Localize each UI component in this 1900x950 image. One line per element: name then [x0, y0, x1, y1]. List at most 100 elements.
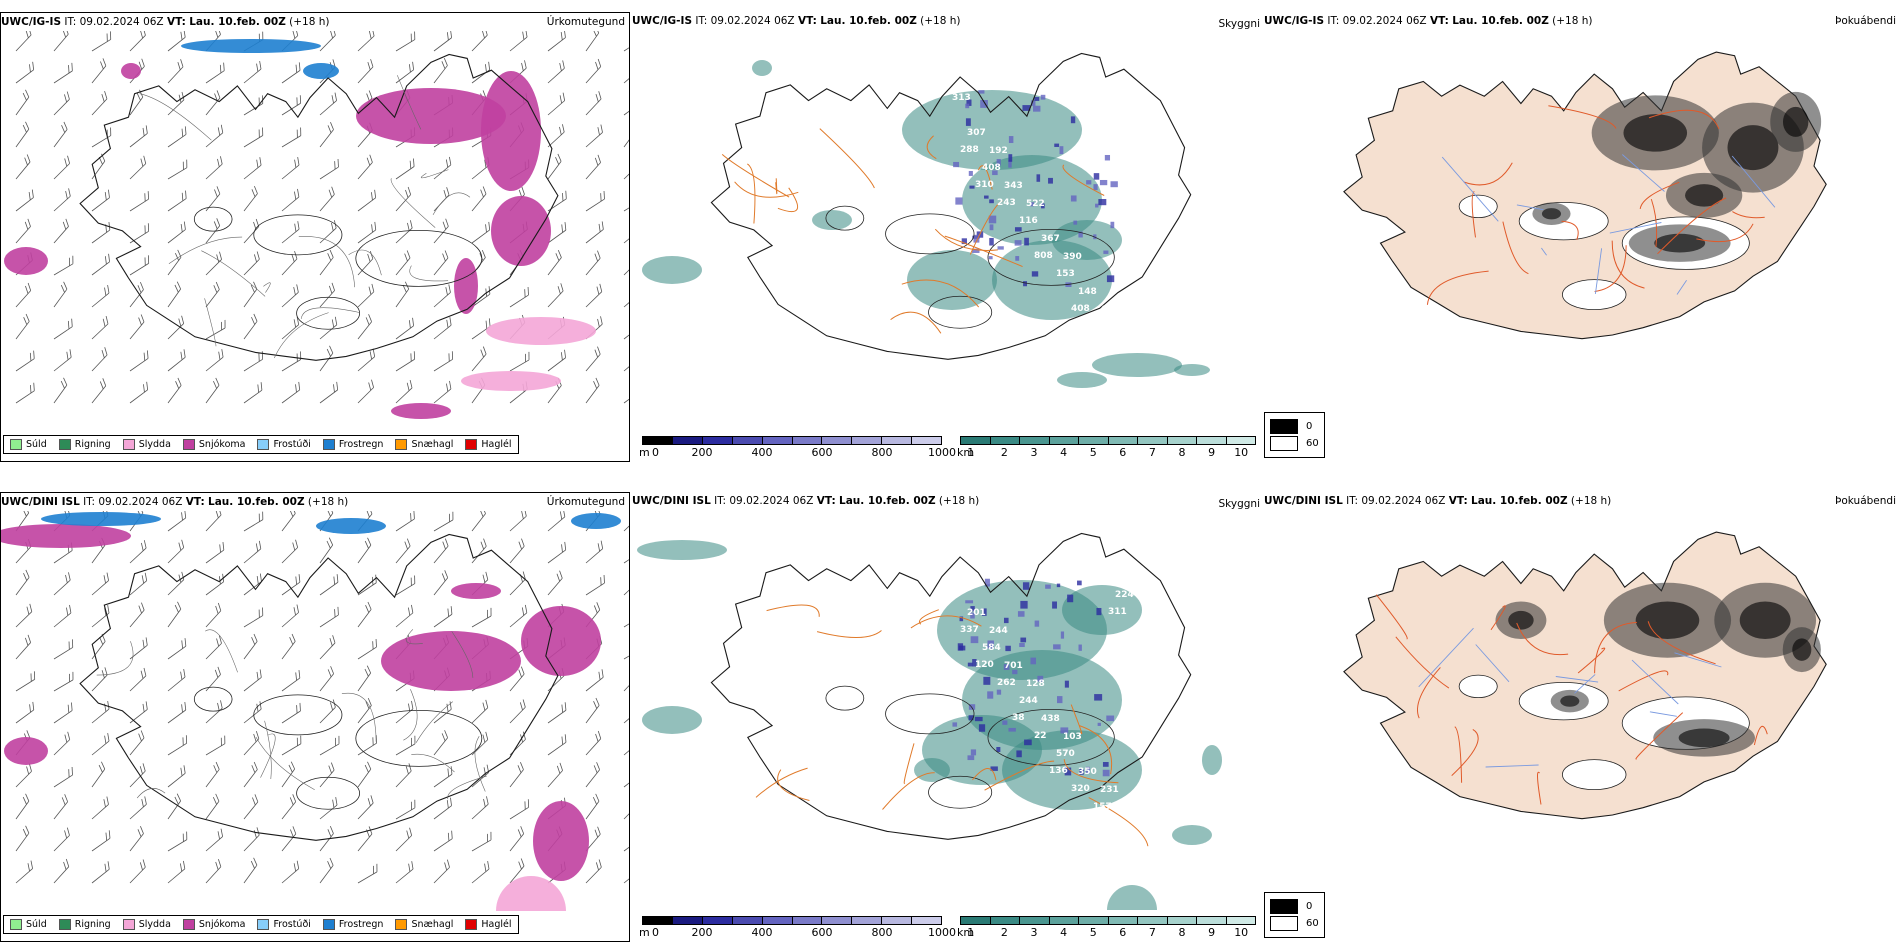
road-line: [1650, 198, 1658, 248]
wind-barb: [91, 667, 108, 692]
wind-barb: [547, 349, 566, 372]
wind-barb-flag: [64, 158, 68, 167]
wind-barb-flag: [482, 90, 487, 99]
ceiling-cell: [965, 103, 970, 109]
legend-label: Frostúði: [273, 919, 311, 930]
wind-barb-flag: [333, 576, 336, 585]
colorbar-unit: km: [957, 926, 975, 939]
wind-barb: [319, 122, 334, 148]
ceiling-cell: [1053, 644, 1061, 650]
wind-barb-flag: [448, 353, 450, 362]
road-line: [775, 178, 778, 195]
river-line: [1674, 652, 1722, 668]
iceland-coastline: [710, 52, 1192, 360]
wind-barb-flag: [180, 31, 183, 40]
wind-barb-flag: [108, 189, 110, 198]
ceiling-label: 120: [975, 660, 994, 670]
wind-barb-flag: [215, 793, 220, 802]
ceiling-cell: [1099, 179, 1108, 186]
wind-barb-flag: [371, 379, 374, 388]
wind-barb: [509, 351, 530, 372]
wind-barb: [167, 511, 187, 532]
wind-barb: [53, 255, 74, 276]
road-line: [1537, 771, 1542, 805]
ceiling-label: 288: [960, 145, 979, 155]
colorbar-tick: 800: [871, 926, 893, 939]
wind-barb: [91, 222, 111, 244]
ceiling-label: 244: [989, 626, 1008, 636]
wind-barb-flag: [64, 830, 68, 839]
wind-barb-flag: [521, 511, 524, 520]
wind-barb-staff: [243, 548, 262, 564]
ceiling-cell: [1017, 611, 1025, 617]
wind-barb-flag: [26, 606, 30, 615]
iceland-coastline: [710, 532, 1192, 840]
wind-barb-flag: [218, 635, 222, 644]
wind-barb-flag: [329, 511, 334, 514]
wind-barb: [623, 868, 629, 884]
colorbar-tick: 6: [1119, 926, 1127, 939]
snow-area: [451, 583, 501, 599]
wind-barb: [319, 31, 336, 52]
wind-barb: [129, 826, 144, 852]
wind-barb-flag: [596, 286, 600, 295]
wind-barb: [357, 154, 373, 180]
wind-barb-flag: [562, 511, 566, 517]
ceiling-cell: [1070, 116, 1076, 124]
wind-barb-flag: [331, 95, 334, 104]
wind-barb-flag: [597, 58, 602, 67]
wind-barb-staff: [547, 290, 564, 308]
wind-barb-staff: [623, 325, 629, 340]
wind-barb: [243, 95, 264, 116]
ceiling-cell: [1030, 202, 1035, 207]
wind-barb: [585, 250, 601, 276]
wind-barb: [129, 540, 147, 564]
wind-barb-flag: [183, 31, 186, 38]
wind-barb-flag: [408, 64, 411, 73]
wind-barb-flag: [295, 384, 297, 393]
colorbar-unit: m: [639, 446, 650, 459]
wind-barb: [91, 315, 109, 340]
ceiling-cell: [1097, 722, 1101, 726]
road-line: [168, 236, 243, 265]
glacier-outline: [825, 205, 865, 231]
road-line: [919, 609, 939, 625]
wind-barb-flag: [326, 511, 331, 517]
wind-barb-flag: [371, 192, 373, 201]
colorbar-cell: [762, 437, 793, 444]
colorbar-cell: [1167, 437, 1197, 444]
wind-barb: [205, 828, 224, 852]
wind-barb: [53, 827, 70, 852]
wind-barb: [281, 511, 296, 532]
wind-barb-staff: [53, 679, 74, 692]
wind-barb: [243, 127, 264, 148]
wind-barb: [357, 638, 377, 660]
river-line: [1541, 247, 1547, 256]
wind-barb: [281, 633, 296, 660]
wind-barb-flag: [257, 384, 260, 393]
wind-barb-flag: [22, 828, 27, 837]
wind-barb-flag: [216, 254, 220, 263]
wind-barb-flag: [256, 63, 259, 72]
colorbar-cell: [1049, 917, 1079, 924]
wind-barb-flag: [369, 154, 373, 163]
wind-barb-flag: [140, 670, 144, 679]
wind-barb-flag: [411, 861, 414, 870]
wind-barb: [129, 125, 148, 148]
snow-area: [356, 88, 506, 144]
wind-barb: [281, 316, 300, 340]
wind-barb-flag: [372, 348, 376, 357]
glacier-outline: [885, 693, 975, 735]
wind-barb-flag: [413, 511, 415, 519]
wind-barb-staff: [15, 197, 34, 212]
wind-barb-staff: [15, 290, 31, 308]
road-line: [403, 689, 418, 741]
road-line: [1463, 162, 1513, 186]
wind-barb-staff: [547, 357, 566, 372]
colorbar-strip: [960, 916, 1256, 925]
road-line: [390, 178, 436, 228]
wind-barb: [395, 317, 414, 340]
panel-type-label: Skyggni: [1218, 18, 1261, 30]
wind-barb-flag: [490, 607, 492, 616]
colorbar-tick: 7: [1148, 926, 1156, 939]
